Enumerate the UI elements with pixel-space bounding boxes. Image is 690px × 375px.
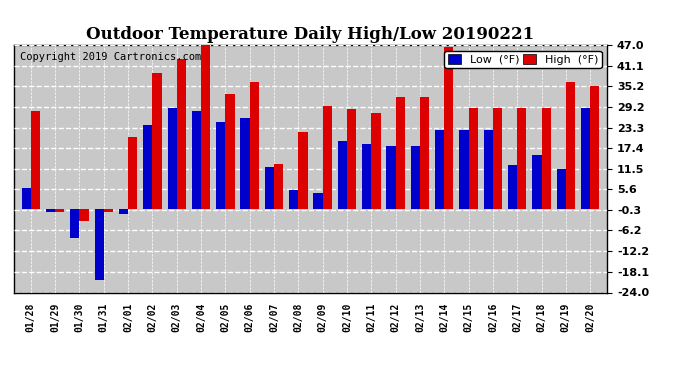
Bar (216, 122, 226, 209)
Bar (250, 82, 259, 209)
Bar (265, 167, 274, 209)
Bar (289, 190, 298, 209)
Bar (484, 130, 493, 209)
Bar (55, 209, 64, 212)
Bar (337, 141, 347, 209)
Bar (95, 209, 103, 280)
Bar (371, 113, 381, 209)
Bar (347, 110, 356, 209)
Text: Copyright 2019 Cartronics.com: Copyright 2019 Cartronics.com (20, 53, 201, 62)
Bar (240, 118, 250, 209)
Bar (518, 108, 526, 209)
Bar (70, 209, 79, 238)
Bar (31, 111, 40, 209)
Bar (201, 42, 210, 209)
Bar (119, 209, 128, 214)
Bar (386, 146, 395, 209)
Bar (493, 108, 502, 209)
Bar (557, 169, 566, 209)
Bar (323, 106, 332, 209)
Bar (152, 73, 161, 209)
Bar (420, 97, 429, 209)
Bar (226, 94, 235, 209)
Bar (542, 108, 551, 209)
Bar (395, 97, 405, 209)
Bar (532, 155, 542, 209)
Bar (435, 130, 444, 209)
Bar (79, 209, 89, 221)
Bar (566, 82, 575, 209)
Bar (104, 209, 113, 212)
Bar (460, 130, 469, 209)
Bar (46, 209, 55, 212)
Bar (411, 146, 420, 209)
Bar (274, 164, 284, 209)
Bar (128, 137, 137, 209)
Bar (590, 86, 600, 209)
Bar (144, 125, 152, 209)
Bar (21, 188, 31, 209)
Bar (192, 111, 201, 209)
Bar (313, 193, 323, 209)
Bar (168, 108, 177, 209)
Bar (177, 59, 186, 209)
Bar (362, 144, 371, 209)
Bar (581, 108, 590, 209)
Legend: Low  (°F), High  (°F): Low (°F), High (°F) (444, 51, 602, 68)
Bar (508, 165, 518, 209)
Bar (444, 47, 453, 209)
Title: Outdoor Temperature Daily High/Low 20190221: Outdoor Temperature Daily High/Low 20190… (86, 27, 535, 44)
Bar (469, 108, 477, 209)
Bar (298, 132, 308, 209)
